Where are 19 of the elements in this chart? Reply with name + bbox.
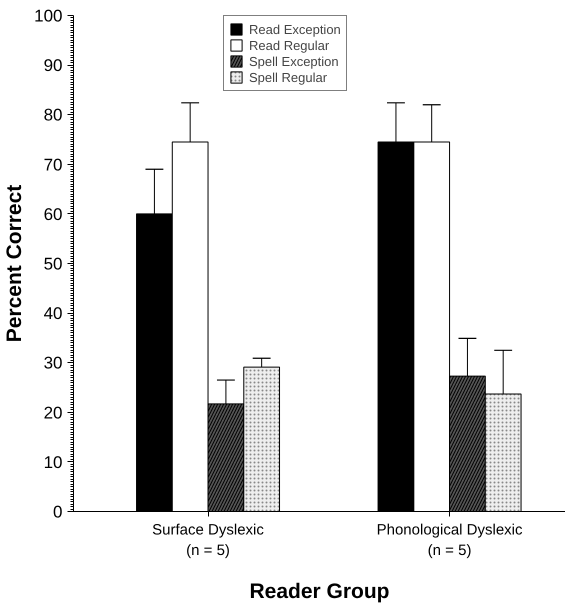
x-tick-label: Phonological Dyslexic (n = 5) — [376, 522, 524, 559]
legend-label: Spell Exception — [249, 53, 339, 69]
y-tick-label: 100 — [34, 6, 63, 26]
y-tick-label: 20 — [44, 403, 63, 422]
y-tick-label: 30 — [44, 354, 63, 373]
legend-label: Read Exception — [249, 21, 341, 37]
y-tick-label: 60 — [44, 204, 63, 224]
y-tick-label: 0 — [53, 502, 63, 522]
y-tick-label: 40 — [44, 304, 63, 324]
y-tick-label: 90 — [44, 56, 63, 76]
legend-label: Spell Regular — [249, 69, 328, 85]
y-tick-label: 80 — [44, 106, 63, 125]
y-axis-title: Percent Correct — [3, 184, 26, 342]
legend-label: Read Regular — [249, 37, 330, 53]
x-tick-label: Surface Dyslexic (n = 5) — [152, 522, 264, 559]
y-tick-label: 10 — [44, 452, 63, 472]
y-tick-label: 70 — [44, 155, 63, 174]
y-tick-label: 50 — [44, 254, 63, 274]
x-axis-title: Reader Group — [249, 580, 390, 603]
